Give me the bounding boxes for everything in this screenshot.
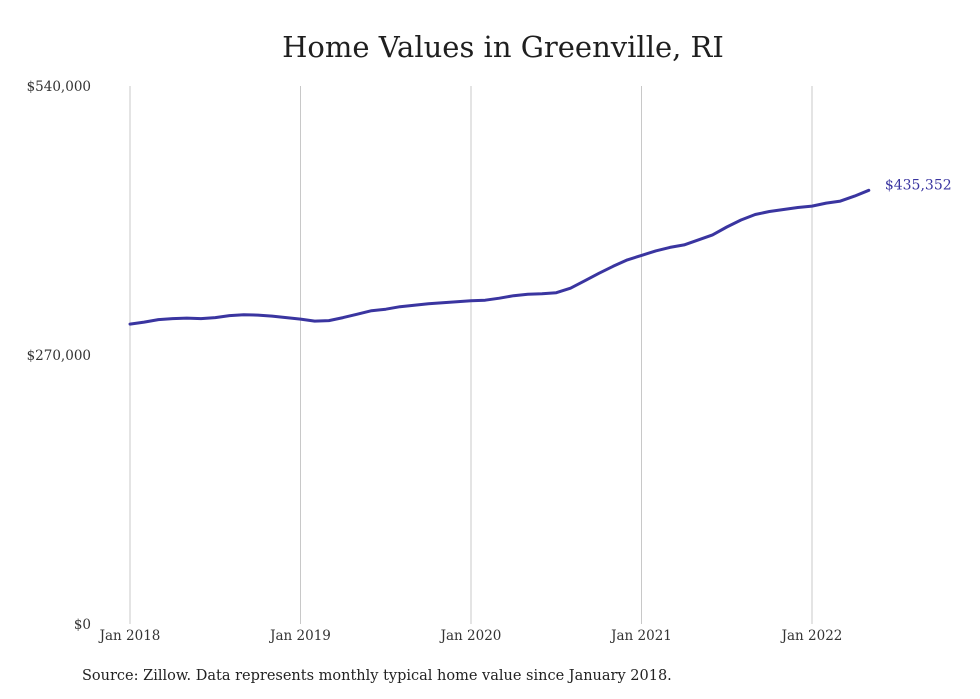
data-point-2019-01 — [299, 318, 302, 320]
data-point-2020-11 — [612, 265, 614, 268]
data-point-2021-08 — [740, 219, 742, 221]
data-point-2019-02 — [313, 320, 316, 322]
data-point-2020-07 — [555, 291, 558, 294]
data-point-2022-01 — [811, 205, 813, 207]
data-point-2021-04 — [683, 244, 685, 246]
data-point-2022-05 — [868, 189, 870, 192]
data-point-2021-05 — [697, 239, 700, 241]
data-point-2018-04 — [171, 317, 174, 320]
x-tick-label: Jan 2020 — [439, 628, 502, 644]
data-point-2018-10 — [257, 314, 259, 316]
data-point-2021-06 — [711, 234, 714, 236]
data-point-2020-02 — [484, 299, 487, 302]
data-point-2021-07 — [725, 226, 728, 228]
data-point-2018-11 — [271, 315, 273, 317]
data-point-2022-04 — [853, 195, 856, 197]
data-point-2018-12 — [285, 316, 288, 319]
x-tick-label: Jan 2018 — [98, 628, 161, 644]
gridlines — [129, 86, 813, 624]
data-point-2019-06 — [370, 309, 373, 312]
data-point-2021-11 — [782, 208, 785, 211]
data-point-2019-07 — [384, 308, 387, 310]
series-line — [128, 188, 871, 326]
data-point-2022-03 — [839, 200, 842, 202]
source-note: Source: Zillow. Data represents monthly … — [82, 668, 672, 684]
data-point-2021-01 — [640, 254, 643, 257]
series-layer — [128, 188, 871, 326]
chart-title: Home Values in Greenville, RI — [282, 30, 724, 64]
y-tick-label: $0 — [74, 617, 91, 633]
data-point-2022-02 — [825, 202, 828, 204]
data-point-2019-04 — [342, 316, 344, 319]
data-point-2021-12 — [796, 206, 799, 209]
y-axis-ticks: $0 $270,000 $540,000 — [27, 79, 91, 633]
data-point-2019-09 — [413, 304, 415, 306]
data-point-2020-06 — [541, 292, 543, 295]
x-axis-ticks: Jan 2018 Jan 2019 Jan 2020 Jan 2021 Jan 2022 — [98, 628, 843, 644]
y-tick-label: $270,000 — [27, 348, 91, 364]
x-tick-label: Jan 2021 — [609, 628, 672, 644]
data-point-2018-07 — [214, 316, 217, 319]
data-point-2018-06 — [200, 317, 202, 320]
data-point-2019-11 — [441, 301, 444, 304]
data-point-2018-02 — [143, 321, 146, 323]
data-point-2019-05 — [356, 313, 359, 315]
data-point-2021-03 — [669, 246, 671, 249]
data-point-2018-05 — [186, 317, 188, 319]
data-point-2020-03 — [498, 297, 501, 300]
data-labels: $435,352 — [885, 177, 952, 193]
x-tick-label: Jan 2022 — [780, 628, 843, 644]
data-point-2019-10 — [427, 302, 430, 305]
data-point-2020-05 — [527, 293, 529, 296]
data-point-2019-12 — [455, 300, 458, 303]
data-point-2018-09 — [242, 313, 245, 316]
data-point-2018-03 — [157, 318, 160, 321]
data-point-2019-03 — [328, 319, 330, 322]
data-point-2021-10 — [768, 210, 771, 213]
y-tick-label: $540,000 — [27, 79, 91, 95]
data-point-2020-08 — [569, 287, 572, 290]
data-point-2020-10 — [598, 272, 600, 275]
data-point-2020-04 — [512, 294, 515, 297]
data-point-2020-01 — [470, 299, 472, 302]
data-point-2021-02 — [654, 250, 657, 252]
data-point-2018-08 — [228, 314, 231, 317]
data-point-2021-09 — [754, 213, 756, 216]
data-point-2019-08 — [399, 305, 401, 308]
x-tick-label: Jan 2019 — [268, 628, 331, 644]
data-point-2018-01 — [129, 323, 131, 325]
data-point-2020-12 — [626, 259, 629, 261]
data-point-2020-09 — [583, 279, 586, 282]
end-value-label: $435,352 — [885, 177, 952, 193]
